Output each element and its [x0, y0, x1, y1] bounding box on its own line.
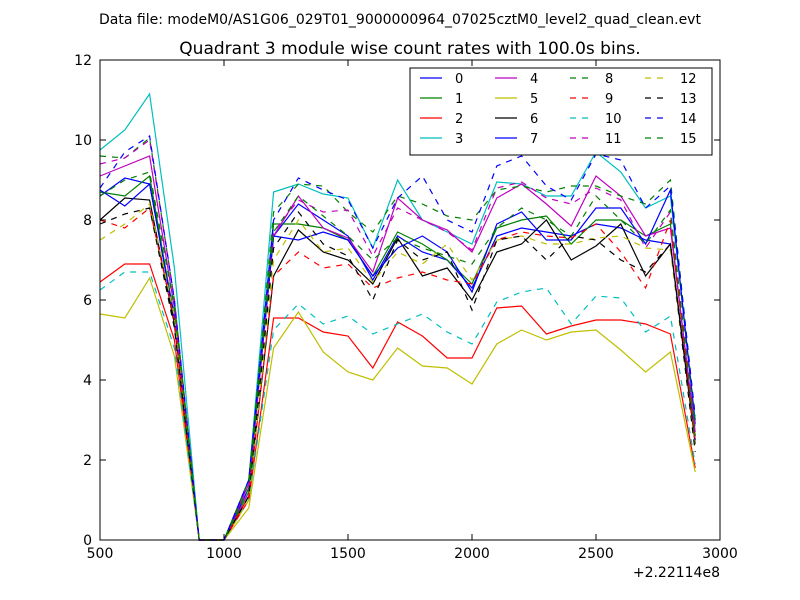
data-file-header: Data file: modeM0/AS1G06_029T01_90000009…	[99, 12, 701, 28]
legend-label-10: 10	[605, 112, 622, 127]
legend-label-9: 9	[605, 92, 613, 107]
x-tick-label: 3000	[702, 546, 738, 562]
y-tick-label: 0	[83, 533, 92, 549]
y-tick-label: 12	[74, 53, 92, 69]
legend-label-2: 2	[455, 112, 463, 127]
series-line-12	[99, 202, 696, 541]
y-tick-label: 10	[74, 133, 92, 149]
legend-label-0: 0	[455, 72, 463, 87]
x-tick-label: 1000	[206, 546, 242, 562]
legend-label-8: 8	[605, 72, 613, 87]
series-line-1	[99, 174, 696, 541]
series-line-5	[99, 276, 696, 541]
legend-label-14: 14	[680, 112, 697, 127]
series-line-3	[99, 92, 696, 541]
y-tick-label: 8	[83, 213, 92, 229]
chart-title: Quadrant 3 module wise count rates with …	[179, 39, 640, 59]
series-line-6	[99, 197, 696, 541]
series-line-10	[99, 271, 696, 541]
legend-label-5: 5	[530, 92, 538, 107]
legend-label-7: 7	[530, 132, 538, 147]
y-tick-label: 6	[83, 293, 92, 309]
legend-label-1: 1	[455, 92, 463, 107]
series-line-9	[99, 206, 696, 541]
legend-label-6: 6	[530, 112, 538, 127]
x-tick-label: 2000	[454, 546, 490, 562]
y-tick-label: 2	[83, 453, 92, 469]
legend-label-11: 11	[605, 132, 622, 147]
legend-box	[409, 67, 713, 156]
series-line-15	[99, 171, 696, 541]
x-tick-label: 500	[87, 546, 114, 562]
legend-label-12: 12	[680, 72, 697, 87]
series-line-11	[99, 138, 696, 541]
plot-area	[99, 92, 696, 541]
x-axis-offset-label: +2.22114e8	[633, 565, 720, 581]
series-line-2	[99, 263, 696, 541]
y-tick-label: 4	[83, 373, 92, 389]
legend-label-13: 13	[680, 92, 697, 107]
legend-label-4: 4	[530, 72, 538, 87]
x-tick-label: 1500	[330, 546, 366, 562]
legend-label-15: 15	[680, 132, 697, 147]
legend-label-3: 3	[455, 132, 463, 147]
x-tick-label: 2500	[578, 546, 614, 562]
series-line-13	[99, 207, 696, 541]
